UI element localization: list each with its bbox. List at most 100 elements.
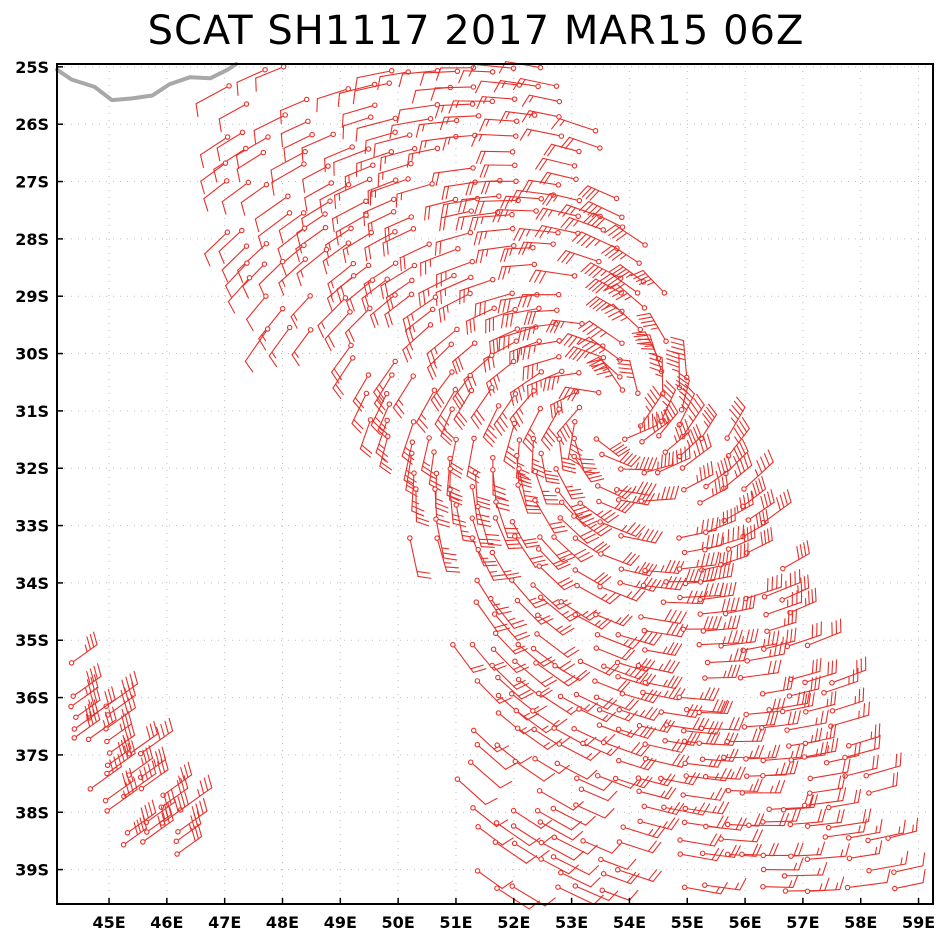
lon-tick-label: 59E xyxy=(902,913,935,932)
wind-barb xyxy=(120,815,148,848)
wind-barb xyxy=(571,435,598,474)
wind-barb xyxy=(384,291,415,328)
wind-barb xyxy=(721,744,765,761)
wind-barb xyxy=(718,628,759,649)
wind-barb xyxy=(454,776,498,805)
wind-barb xyxy=(364,229,398,262)
wind-barb xyxy=(364,129,398,155)
wind-barb xyxy=(779,692,815,715)
wind-barb xyxy=(571,453,605,483)
lat-tick-label: 29S xyxy=(15,287,49,306)
wind-barb xyxy=(296,211,328,247)
wind-barb xyxy=(489,326,521,356)
wind-barb xyxy=(699,844,741,858)
wind-barb xyxy=(301,131,336,162)
wind-barb xyxy=(68,631,98,666)
wind-barb xyxy=(739,842,779,858)
wind-barb xyxy=(221,243,250,283)
wind-barb xyxy=(802,724,837,747)
lat-tick-label: 31S xyxy=(15,402,49,421)
wind-barb xyxy=(620,824,666,839)
wind-barb xyxy=(491,611,531,641)
wind-barb xyxy=(557,250,602,265)
wind-barb xyxy=(434,535,461,573)
wind-barb xyxy=(411,470,425,517)
wind-barb xyxy=(763,588,803,618)
wind-barb xyxy=(580,740,621,757)
wind-barb xyxy=(724,813,765,828)
wind-barb xyxy=(676,424,702,460)
wind-barb xyxy=(697,581,737,603)
longitude-axis: 45E 46E 47E 48E 49E 50E 51E 52E 53E 54E 55E 56E 57E 5… xyxy=(92,898,935,932)
wind-barb xyxy=(418,272,457,307)
wind-barb xyxy=(829,687,865,714)
wind-barb xyxy=(401,419,417,465)
wind-barb xyxy=(71,706,101,741)
wind-barb xyxy=(406,145,441,168)
wind-barb xyxy=(784,621,822,650)
wind-barb xyxy=(556,436,577,474)
wind-barb xyxy=(479,162,518,178)
wind-barb xyxy=(73,686,101,720)
lon-tick-label: 46E xyxy=(150,913,183,932)
wind-barb xyxy=(640,576,687,591)
wind-barb xyxy=(473,599,511,633)
wind-barb xyxy=(175,797,208,835)
wind-barb xyxy=(892,869,926,892)
wind-barb xyxy=(512,658,557,688)
wind-barb xyxy=(474,678,512,704)
wind-barb xyxy=(829,656,867,686)
wind-barb xyxy=(174,823,203,857)
map-title: SCAT SH1117 2017 MAR15 06Z xyxy=(147,8,805,54)
wind-barb xyxy=(658,772,701,786)
wind-barb xyxy=(137,717,174,757)
wind-barb xyxy=(725,778,763,794)
wind-barb xyxy=(597,583,646,602)
wind-barb xyxy=(103,670,139,709)
wind-barb xyxy=(696,732,739,746)
wind-barb xyxy=(614,866,662,882)
wind-barb xyxy=(601,245,642,266)
wind-barb xyxy=(469,515,495,548)
wind-barb xyxy=(842,734,881,761)
wind-barb xyxy=(585,296,625,315)
wind-barb xyxy=(592,678,631,693)
wind-barb xyxy=(221,179,252,215)
wind-barb xyxy=(324,144,355,173)
lon-tick-label: 54E xyxy=(613,913,646,932)
wind-barb xyxy=(642,559,685,574)
wind-barb xyxy=(395,181,435,208)
wind-barb xyxy=(218,227,245,264)
wind-barb xyxy=(743,744,781,762)
wind-barb xyxy=(823,741,861,766)
wind-barb xyxy=(126,745,154,778)
wind-barb xyxy=(354,68,395,92)
wind-barb xyxy=(572,535,611,555)
wind-barb xyxy=(335,212,369,246)
wind-barb xyxy=(676,551,720,572)
wind-barb xyxy=(385,277,415,311)
wind-barb xyxy=(828,701,870,729)
wind-barb xyxy=(517,291,562,308)
wind-barb xyxy=(342,229,375,264)
wind-barb xyxy=(577,500,620,524)
wind-barb xyxy=(677,847,724,862)
wind-barb xyxy=(704,647,749,666)
wind-barb xyxy=(290,293,313,329)
wind-barb xyxy=(70,663,102,699)
wind-barb xyxy=(761,569,801,600)
wind-barb xyxy=(521,94,563,107)
wind-barb xyxy=(550,118,599,134)
wind-barb xyxy=(593,694,639,711)
wind-barb xyxy=(333,146,372,176)
wind-barb xyxy=(472,469,491,510)
wind-barb xyxy=(291,327,314,367)
graticule xyxy=(57,64,933,904)
wind-barb xyxy=(489,549,522,580)
wind-barb xyxy=(539,171,579,185)
wind-barb xyxy=(555,884,604,905)
wind-barb xyxy=(438,290,473,323)
wind-barb xyxy=(697,597,740,617)
wind-barb xyxy=(344,305,373,346)
wind-barb xyxy=(268,324,293,368)
